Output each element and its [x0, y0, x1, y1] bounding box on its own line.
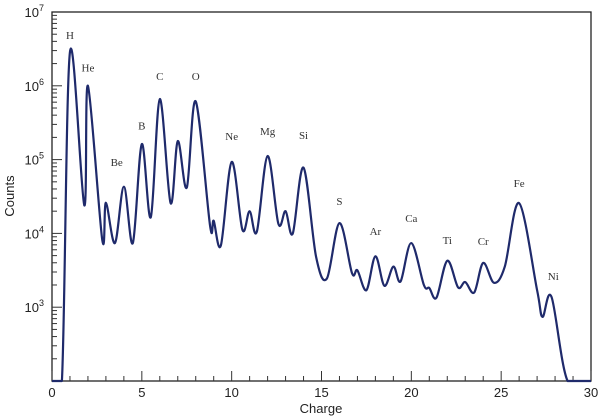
peak-label-ti: Ti: [443, 235, 452, 247]
series-line-0: [52, 47, 591, 383]
plot-frame: [51, 11, 592, 382]
y-tick-label: 106: [25, 77, 44, 94]
peak-label-c: C: [156, 71, 163, 83]
peak-label-si: Si: [299, 130, 308, 142]
x-tick-label: 15: [314, 385, 328, 400]
x-tick-label: 30: [584, 385, 598, 400]
x-tick-label: 0: [48, 385, 55, 400]
x-tick-label: 25: [494, 385, 508, 400]
x-tick-label: 5: [138, 385, 145, 400]
y-tick-label: 107: [25, 3, 44, 20]
peak-label-h: H: [66, 30, 74, 42]
peak-label-ar: Ar: [370, 226, 382, 238]
x-tick-label: 10: [224, 385, 238, 400]
peak-label-ni: Ni: [548, 271, 559, 283]
peak-label-be: Be: [111, 157, 123, 169]
peak-label-ca: Ca: [405, 213, 417, 225]
peak-label-he: He: [82, 62, 95, 74]
peak-label-fe: Fe: [514, 178, 525, 190]
x-axis-label: Charge: [300, 401, 343, 416]
y-axis-label: Counts: [2, 175, 17, 217]
peak-label-o: O: [192, 71, 200, 83]
y-tick-label: 104: [25, 224, 44, 241]
peak-label-s: S: [336, 196, 342, 208]
peak-label-b: B: [138, 121, 145, 133]
y-tick-label: 105: [25, 151, 44, 168]
peak-label-cr: Cr: [478, 236, 489, 248]
peak-label-mg: Mg: [260, 126, 276, 138]
x-tick-label: 20: [404, 385, 418, 400]
y-tick-label: 103: [25, 298, 44, 315]
peak-label-ne: Ne: [225, 131, 238, 143]
